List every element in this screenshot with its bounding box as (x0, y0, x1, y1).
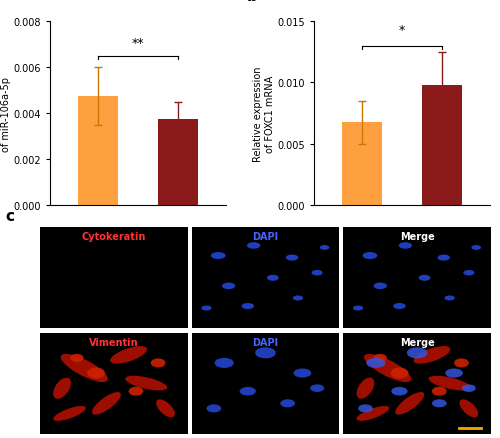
Ellipse shape (128, 387, 144, 396)
Ellipse shape (70, 354, 84, 362)
Ellipse shape (445, 369, 463, 378)
Ellipse shape (240, 387, 256, 396)
Ellipse shape (211, 252, 226, 259)
Ellipse shape (267, 275, 279, 281)
Ellipse shape (92, 392, 121, 415)
Ellipse shape (156, 399, 175, 417)
Ellipse shape (364, 354, 411, 382)
Ellipse shape (126, 376, 168, 391)
Ellipse shape (312, 270, 322, 276)
Ellipse shape (393, 303, 406, 309)
Ellipse shape (353, 306, 364, 311)
Text: b: b (247, 0, 258, 4)
Ellipse shape (242, 303, 254, 309)
Ellipse shape (362, 252, 378, 259)
Text: DAPI: DAPI (252, 232, 278, 242)
Ellipse shape (356, 406, 389, 421)
Ellipse shape (472, 245, 481, 251)
Ellipse shape (407, 347, 428, 359)
Text: Vimentin: Vimentin (89, 337, 138, 347)
Ellipse shape (356, 378, 374, 399)
Ellipse shape (88, 367, 105, 379)
Ellipse shape (60, 354, 108, 382)
Ellipse shape (110, 346, 147, 364)
Ellipse shape (462, 385, 476, 392)
Ellipse shape (392, 387, 407, 396)
Ellipse shape (214, 358, 234, 368)
Ellipse shape (255, 347, 276, 359)
Text: Merge: Merge (400, 337, 434, 347)
Ellipse shape (418, 275, 430, 281)
Ellipse shape (54, 378, 71, 399)
Ellipse shape (366, 358, 386, 368)
Ellipse shape (206, 404, 221, 413)
Ellipse shape (428, 376, 470, 391)
Bar (78, 97, 118, 206)
Ellipse shape (464, 270, 474, 276)
Ellipse shape (432, 387, 446, 396)
Ellipse shape (390, 367, 408, 379)
Ellipse shape (53, 406, 86, 421)
Text: DAPI: DAPI (252, 337, 278, 347)
Bar (422, 86, 462, 206)
Ellipse shape (280, 399, 295, 407)
Ellipse shape (432, 399, 446, 407)
Ellipse shape (202, 306, 211, 311)
Ellipse shape (293, 296, 303, 301)
Ellipse shape (398, 243, 412, 249)
Bar (342, 123, 382, 206)
Ellipse shape (358, 404, 373, 413)
Y-axis label: Relative expression
of miR-106a-5p: Relative expression of miR-106a-5p (0, 66, 10, 162)
Text: Merge: Merge (400, 232, 434, 242)
Ellipse shape (151, 359, 166, 367)
Ellipse shape (320, 245, 330, 251)
Ellipse shape (454, 359, 469, 367)
Text: Cytokeratin: Cytokeratin (82, 232, 146, 242)
Ellipse shape (414, 346, 451, 364)
Y-axis label: Relative expression
of FOXC1 mRNA: Relative expression of FOXC1 mRNA (253, 66, 274, 162)
Ellipse shape (444, 296, 455, 301)
Ellipse shape (374, 283, 387, 290)
Ellipse shape (396, 392, 424, 415)
Bar (158, 120, 198, 206)
Ellipse shape (222, 283, 235, 290)
Ellipse shape (294, 369, 312, 378)
Ellipse shape (247, 243, 260, 249)
Ellipse shape (374, 354, 387, 362)
Text: *: * (399, 24, 405, 37)
Text: **: ** (132, 36, 144, 49)
Ellipse shape (460, 399, 478, 417)
Ellipse shape (286, 255, 298, 261)
Ellipse shape (438, 255, 450, 261)
Text: c: c (5, 208, 14, 223)
Ellipse shape (310, 385, 324, 392)
